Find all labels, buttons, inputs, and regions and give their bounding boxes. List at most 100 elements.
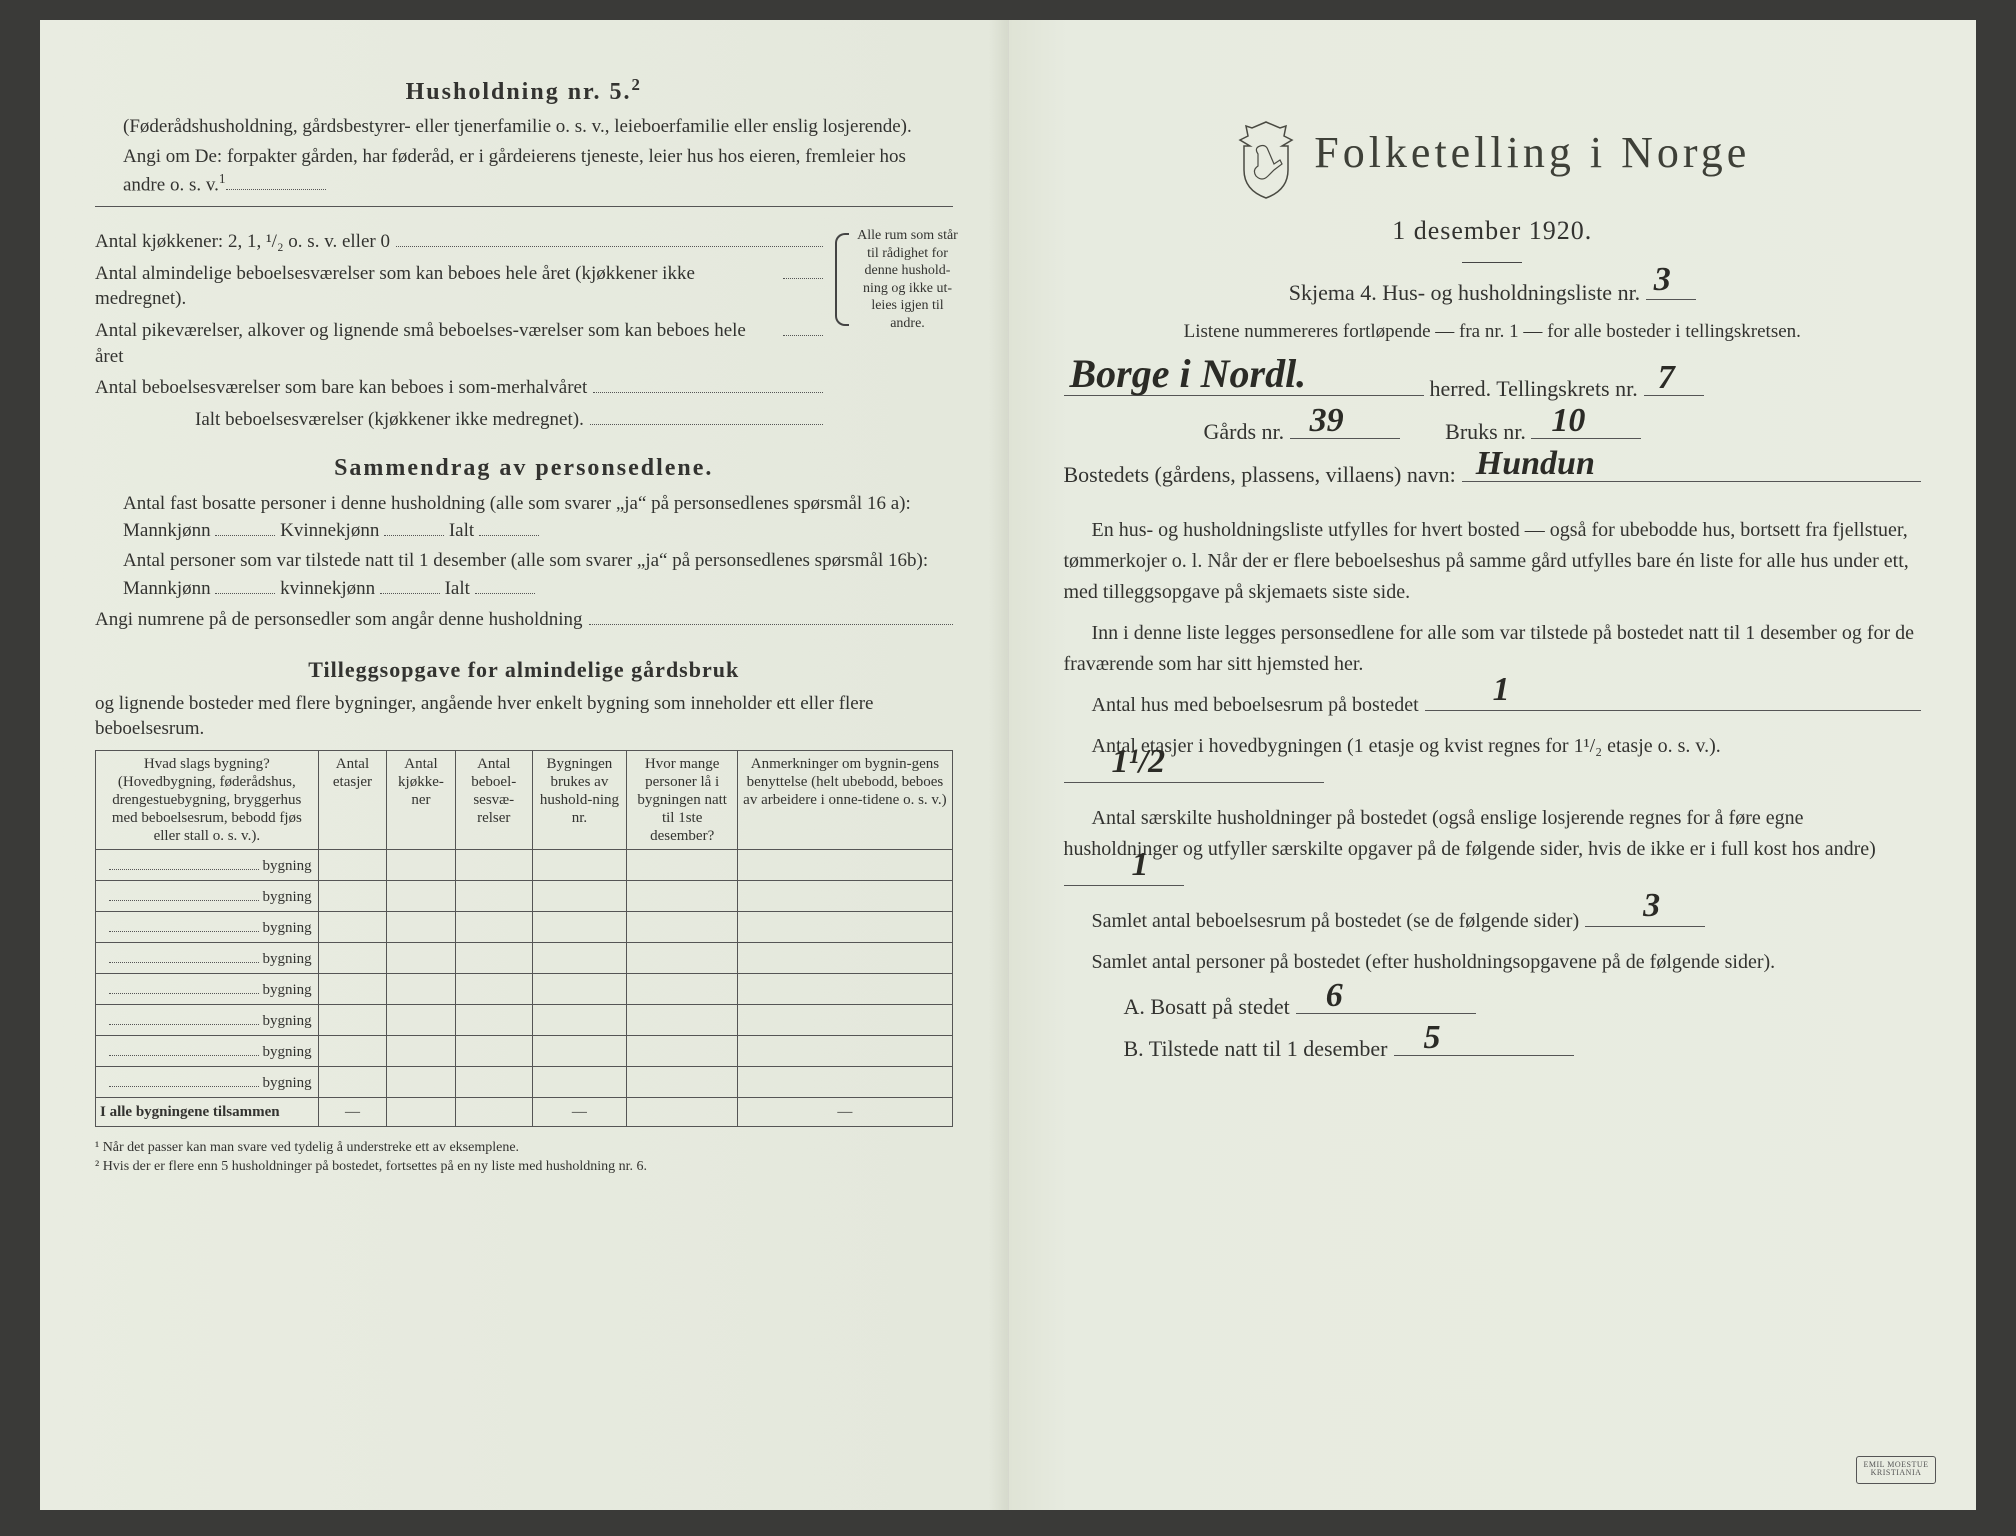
blank-rule [226, 170, 326, 190]
beboel-pre: Samlet antal beboelsesrum på bostedet (s… [1064, 906, 1580, 937]
hush-pre: Antal særskilte husholdninger på bostede… [1064, 807, 1876, 860]
table-cell [455, 849, 532, 880]
row-label-cell: bygning [96, 1004, 319, 1035]
gards-nr: 39 [1310, 398, 1344, 444]
s2l3: Angi numrene på de personsedler som angå… [95, 607, 583, 633]
bosted-field: Hundun [1462, 459, 1921, 482]
table-cell [532, 1035, 626, 1066]
sammendrag-line-3: Angi numrene på de personsedler som angå… [95, 605, 953, 633]
table-cell [532, 973, 626, 1004]
bruks-nr: 10 [1551, 398, 1585, 444]
sammendrag-line-1: Antal fast bosatte personer i denne hush… [95, 491, 953, 544]
table-cell [387, 942, 456, 973]
th-6: Anmerkninger om bygnin-gens benyttelse (… [738, 750, 952, 849]
table-cell [318, 973, 387, 1004]
table-cell [455, 942, 532, 973]
herred-line: Borge i Nordl. herred. Tellingskrets nr.… [1064, 373, 1922, 404]
table-cell [387, 849, 456, 880]
row-label-cell: bygning [96, 942, 319, 973]
bosted-pre: Bostedets (gårdens, plassens, villaens) … [1064, 460, 1456, 490]
kjokken-text: Antal kjøkkener: 2, 1, ¹/₂ o. s. v. elle… [95, 229, 390, 255]
listene-note: Listene nummereres fortløpende — fra nr.… [1064, 319, 1922, 345]
subtitle: 1 desember 1920. [1064, 213, 1922, 248]
title-row: Folketelling i Norge [1064, 120, 1922, 207]
row-label-cell: bygning [96, 1066, 319, 1097]
blank-rule [783, 316, 823, 336]
title-block: Folketelling i Norge 1 desember 1920. [1064, 120, 1922, 263]
total-label: I alle bygningene tilsammen [96, 1097, 319, 1126]
table-row: bygning [96, 1035, 953, 1066]
s2l2i: Ialt [445, 578, 470, 599]
building-table: Hvad slags bygning? (Hovedbygning, føder… [95, 750, 953, 1127]
table-cell [318, 1004, 387, 1035]
beboel-field: 3 [1585, 906, 1705, 927]
hush-line: Antal særskilte husholdninger på bostede… [1064, 803, 1922, 896]
table-cell [532, 1004, 626, 1035]
hus-pre: Antal hus med beboelsesrum på bostedet [1064, 690, 1419, 721]
krets-field: 7 [1644, 373, 1704, 396]
skjema-nr: 3 [1654, 257, 1671, 303]
table-cell [318, 911, 387, 942]
table-cell [387, 880, 456, 911]
table-cell [387, 1035, 456, 1066]
angi-sup: 1 [219, 171, 226, 186]
table-cell [455, 880, 532, 911]
table-cell [532, 911, 626, 942]
skjema-field: 3 [1646, 277, 1696, 300]
footnotes: ¹ Når det passer kan man svare ved tydel… [95, 1139, 953, 1177]
table-cell [387, 973, 456, 1004]
para-1: En hus- og husholdningsliste utfylles fo… [1064, 515, 1922, 608]
herred-field: Borge i Nordl. [1064, 373, 1424, 396]
a-value: 6 [1326, 973, 1343, 1019]
table-cell [627, 849, 738, 880]
beboelse-text-3: Antal beboelsesværelser som bare kan beb… [95, 375, 587, 401]
table-row: bygning [96, 1004, 953, 1035]
dash: — [318, 1097, 387, 1126]
a-pre: A. Bosatt på stedet [1124, 992, 1290, 1022]
coat-of-arms-icon [1234, 120, 1298, 207]
page-right: Folketelling i Norge 1 desember 1920. Sk… [1009, 20, 1977, 1510]
row-label-cell: bygning [96, 880, 319, 911]
table-cell [387, 1066, 456, 1097]
table-cell [627, 911, 738, 942]
blank-rule [95, 206, 953, 207]
bosted-line: Bostedets (gårdens, plassens, villaens) … [1064, 459, 1922, 490]
table-row: bygning [96, 973, 953, 1004]
ialt-line: Ialt beboelsesværelser (kjøkkener ikke m… [95, 405, 823, 433]
a-field: 6 [1296, 990, 1476, 1013]
angi-line: Angi om De: forpakter gården, har føderå… [95, 144, 953, 198]
table-cell [455, 1004, 532, 1035]
b-pre: B. Tilstede natt til 1 desember [1124, 1034, 1388, 1064]
table-cell [738, 973, 952, 1004]
table-cell [532, 1066, 626, 1097]
a-line: A. Bosatt på stedet 6 [1064, 990, 1922, 1021]
husholdning-heading: Husholdning nr. 5.2 [95, 74, 953, 108]
table-header-row: Hvad slags bygning? (Hovedbygning, føder… [96, 750, 953, 849]
th-5: Hvor mange personer lå i bygningen natt … [627, 750, 738, 849]
footnote-2: ² Hvis der er flere enn 5 husholdninger … [95, 1158, 953, 1177]
table-cell [318, 849, 387, 880]
blank-rule [479, 516, 539, 536]
gards-pre: Gårds nr. [1204, 419, 1285, 444]
blank-rule [384, 516, 444, 536]
ialt-text: Ialt beboelsesværelser (kjøkkener ikke m… [195, 407, 584, 433]
sammendrag-heading: Sammendrag av personsedlene. [95, 452, 953, 484]
table-cell [627, 973, 738, 1004]
th-4: Bygningen brukes av hushold-ning nr. [532, 750, 626, 849]
th-2: Antal kjøkke-ner [387, 750, 456, 849]
footnote-1: ¹ Når det passer kan man svare ved tydel… [95, 1139, 953, 1158]
th-1: Antal etasjer [318, 750, 387, 849]
table-cell [318, 880, 387, 911]
blank-rule [475, 574, 535, 594]
gards-field: 39 [1290, 416, 1400, 439]
dash: — [532, 1097, 626, 1126]
b-line: B. Tilstede natt til 1 desember 5 [1064, 1033, 1922, 1064]
blank-rule [109, 1071, 259, 1087]
th-0: Hvad slags bygning? (Hovedbygning, føder… [96, 750, 319, 849]
hus-value: 1 [1465, 664, 1510, 717]
th-3: Antal beboel-sesvæ-relser [455, 750, 532, 849]
row-label-cell: bygning [96, 1035, 319, 1066]
krets-nr: 7 [1658, 355, 1675, 401]
heading-sup: 2 [632, 75, 642, 94]
etasjer-pre: Antal etasjer i hovedbygningen (1 etasje… [1092, 735, 1721, 757]
